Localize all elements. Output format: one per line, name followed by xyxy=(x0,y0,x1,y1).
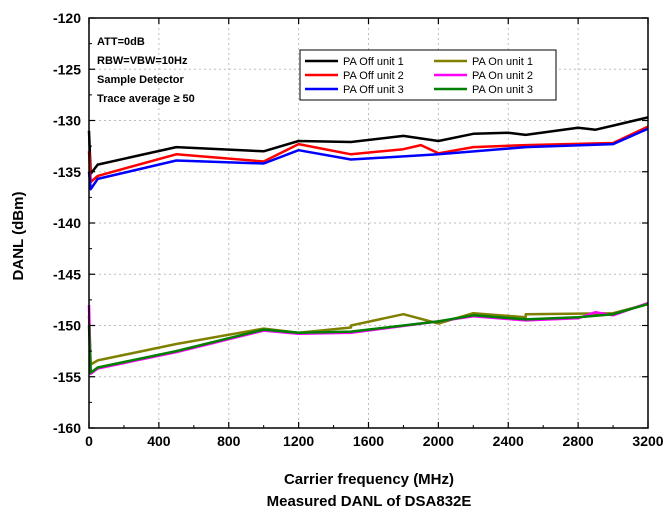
legend-label-pa-off-unit-2: PA Off unit 2 xyxy=(343,70,404,82)
axis-ticks xyxy=(88,17,649,429)
y-tick-label: -125 xyxy=(53,61,81,77)
tick-labels: 0 400 800 1200 1600 2000 2400 2800 3200 -120 -125 -… xyxy=(53,10,664,449)
x-tick-label: 2800 xyxy=(563,433,594,449)
series-line-pa-off-unit-3 xyxy=(87,127,649,191)
x-tick-label: 0 xyxy=(85,433,93,449)
y-tick-label: -140 xyxy=(53,215,81,231)
y-tick-label: -130 xyxy=(53,113,81,129)
y-tick-label: -145 xyxy=(53,266,81,282)
x-tick-label: 2400 xyxy=(493,433,524,449)
legend-label-pa-off-unit-3: PA Off unit 3 xyxy=(343,84,404,96)
legend: PA Off unit 1 PA Off unit 2 PA Off unit … xyxy=(299,49,557,101)
annotation-att: ATT=0dB xyxy=(97,36,145,48)
annotation-rbw: RBW=VBW=10Hz xyxy=(97,55,188,67)
x-tick-label: 3200 xyxy=(632,433,663,449)
x-tick-label: 800 xyxy=(217,433,241,449)
series-line-pa-off-unit-1 xyxy=(87,116,649,176)
series-lines xyxy=(87,116,649,375)
y-tick-label: -150 xyxy=(53,318,81,334)
legend-label-pa-off-unit-1: PA Off unit 1 xyxy=(343,56,404,68)
y-tick-label: -160 xyxy=(53,420,81,436)
legend-label-pa-on-unit-1: PA On unit 1 xyxy=(472,56,533,68)
figure-caption: Measured DANL of DSA832E xyxy=(267,493,472,510)
y-tick-label: -135 xyxy=(53,164,81,180)
series-line-pa-on-unit-1 xyxy=(87,302,649,366)
annotation-block: ATT=0dB RBW=VBW=10Hz Sample Detector Tra… xyxy=(97,36,195,105)
x-axis-title: Carrier frequency (MHz) xyxy=(284,471,454,488)
x-tick-label: 1200 xyxy=(283,433,314,449)
x-tick-label: 2000 xyxy=(423,433,454,449)
y-tick-label: -155 xyxy=(53,369,81,385)
series-line-pa-on-unit-3 xyxy=(87,302,649,374)
legend-box xyxy=(299,49,557,101)
x-tick-label: 1600 xyxy=(353,433,384,449)
y-tick-label: -120 xyxy=(53,10,81,26)
series-line-pa-off-unit-2 xyxy=(87,125,649,184)
legend-label-pa-on-unit-3: PA On unit 3 xyxy=(472,84,533,96)
legend-label-pa-on-unit-2: PA On unit 2 xyxy=(472,70,533,82)
y-axis-title: DANL (dBm) xyxy=(10,192,27,281)
annotation-trace-average: Trace average ≥ 50 xyxy=(97,93,195,105)
x-tick-label: 400 xyxy=(147,433,171,449)
annotation-detector: Sample Detector xyxy=(97,74,185,86)
